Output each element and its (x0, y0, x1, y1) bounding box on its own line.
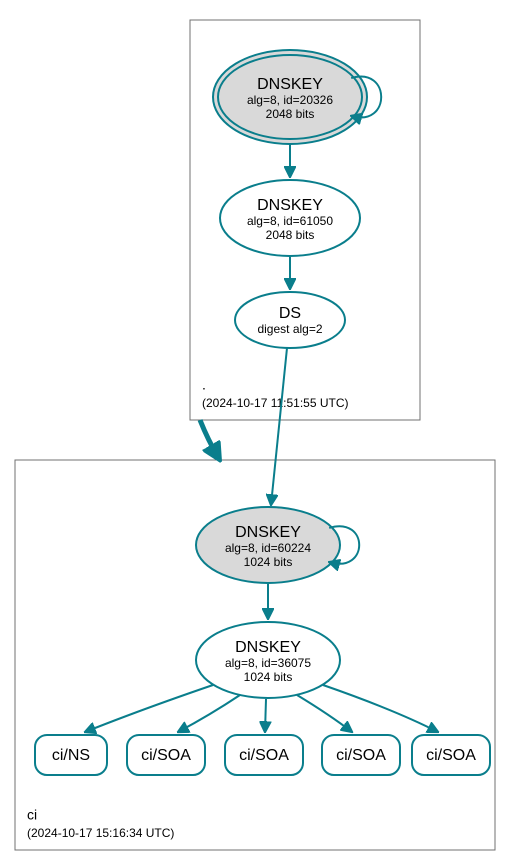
node-dnskey_root_ksk-title: DNSKEY (257, 76, 323, 93)
node-dnskey_ci_ksk-title: DNSKEY (235, 524, 301, 541)
zone-ci-box-label: ci (27, 807, 37, 823)
leaf-2-label: ci/SOA (239, 747, 289, 764)
leaf-3: ci/SOA (322, 735, 400, 775)
node-ds-title: DS (279, 305, 301, 322)
node-dnskey_root_zsk: DNSKEYalg=8, id=610502048 bits (220, 180, 360, 256)
delegation-arrow (200, 420, 218, 457)
leaf-1: ci/SOA (127, 735, 205, 775)
leaf-4: ci/SOA (412, 735, 490, 775)
node-ds-line2: digest alg=2 (257, 322, 322, 336)
leaf-4-label: ci/SOA (426, 747, 476, 764)
leaf-2: ci/SOA (225, 735, 303, 775)
node-dnskey_root_ksk-line3: 2048 bits (266, 107, 315, 121)
node-dnskey_root_zsk-title: DNSKEY (257, 197, 323, 214)
leaf-3-label: ci/SOA (336, 747, 386, 764)
leaf-0: ci/NS (35, 735, 107, 775)
node-dnskey_root_zsk-line2: alg=8, id=61050 (247, 214, 333, 228)
node-dnskey_root_ksk: DNSKEYalg=8, id=203262048 bits (213, 50, 367, 144)
edge-dnskey_ci_zsk-leaf4 (323, 685, 438, 732)
node-dnskey_ci_ksk-line3: 1024 bits (244, 555, 293, 569)
zone-root-box-label: . (202, 377, 206, 393)
node-dnskey_root_zsk-line3: 2048 bits (266, 228, 315, 242)
node-dnskey_ci_zsk: DNSKEYalg=8, id=360751024 bits (196, 622, 340, 698)
node-dnskey_ci_zsk-line2: alg=8, id=36075 (225, 656, 311, 670)
node-dnskey_ci_ksk-line2: alg=8, id=60224 (225, 541, 311, 555)
edge-dnskey_ci_zsk-leaf2 (265, 699, 266, 732)
edge-dnskey_ci_zsk-leaf1 (178, 695, 240, 732)
zone-ci-box-timestamp: (2024-10-17 15:16:34 UTC) (27, 826, 174, 840)
edge-dnskey_ci_zsk-leaf3 (297, 695, 352, 732)
leaf-1-label: ci/SOA (141, 747, 191, 764)
node-ds: DSdigest alg=2 (235, 292, 345, 348)
node-dnskey_ci_ksk: DNSKEYalg=8, id=602241024 bits (196, 507, 340, 583)
node-dnskey_ci_zsk-line3: 1024 bits (244, 670, 293, 684)
edge-dnskey_ci_zsk-leaf0 (85, 685, 213, 732)
node-dnskey_root_ksk-line2: alg=8, id=20326 (247, 93, 333, 107)
edge-ds-dnskey_ci_ksk (271, 348, 287, 505)
leaf-0-label: ci/NS (52, 747, 90, 764)
zone-root-box-timestamp: (2024-10-17 11:51:55 UTC) (202, 396, 349, 410)
node-dnskey_ci_zsk-title: DNSKEY (235, 639, 301, 656)
